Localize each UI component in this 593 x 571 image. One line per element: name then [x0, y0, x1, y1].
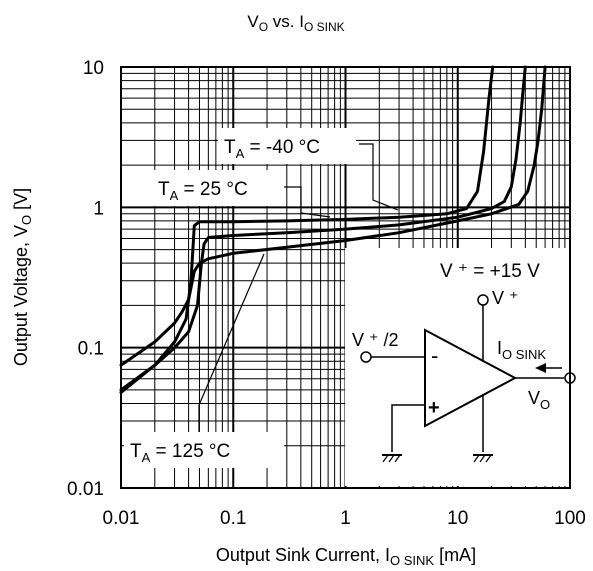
- sink-arrow-head: [535, 363, 546, 373]
- y-tick-label: 10: [83, 58, 104, 79]
- x-axis-label: Output Sink Current, IO SINK [mA]: [216, 545, 476, 568]
- annotation-box-125: [124, 432, 284, 468]
- input-label: V ⁺ /2: [352, 330, 399, 350]
- leader-line-minus40: [359, 143, 399, 211]
- y-tick-label: 0.01: [67, 479, 104, 500]
- x-tick-label: 100: [554, 508, 586, 529]
- op-amp-schematic: [360, 294, 576, 463]
- series-line-0: [119, 65, 495, 394]
- op-amp-triangle: [424, 328, 518, 428]
- annotation-label-minus40: TA = -40 °C: [224, 137, 320, 161]
- plus-sign: +: [428, 397, 440, 419]
- leader-line-25: [284, 186, 331, 218]
- x-tick-label: 1: [340, 508, 351, 529]
- tick-labels: 0.01 0.1 1 10 100 0.01 0.1 1 10: [67, 58, 586, 529]
- output-label: VO: [528, 388, 550, 412]
- plus-input-wire: [391, 404, 425, 452]
- annotation-label-125: TA = 125 °C: [130, 441, 230, 465]
- x-tick-label: 0.1: [220, 508, 246, 529]
- sink-current-label: IO SINK: [497, 338, 546, 362]
- annotation-box-25: [152, 170, 282, 206]
- y-tick-label: 1: [93, 198, 104, 219]
- input-terminal: [360, 351, 372, 363]
- ground-right-hatch: [473, 454, 492, 463]
- x-tick-label: 0.01: [103, 508, 140, 529]
- vplus-terminal: [477, 294, 489, 306]
- schematic-labels: V ⁺ V ⁺ /2 - + IO SINK VO: [352, 288, 550, 419]
- series-layer: [119, 65, 547, 394]
- minus-sign: -: [431, 343, 438, 368]
- condition-label: V ⁺ = +15 V: [440, 261, 540, 282]
- y-axis-label: Output Voltage, VO [V]: [11, 188, 34, 366]
- y-tick-label: 0.1: [78, 339, 104, 360]
- series-line-1: [119, 65, 527, 392]
- plot-border: [120, 66, 571, 489]
- x-tick-label: 10: [447, 508, 468, 529]
- vplus-label: V ⁺: [492, 288, 519, 308]
- annotation-label-25: TA = 25 °C: [158, 179, 248, 203]
- chart-title: VO vs. IO SINK: [247, 12, 344, 34]
- annotation-box-minus40: [218, 128, 356, 164]
- ground-left-hatch: [382, 454, 401, 463]
- series-line-2: [119, 65, 547, 367]
- leader-line-125: [198, 253, 265, 432]
